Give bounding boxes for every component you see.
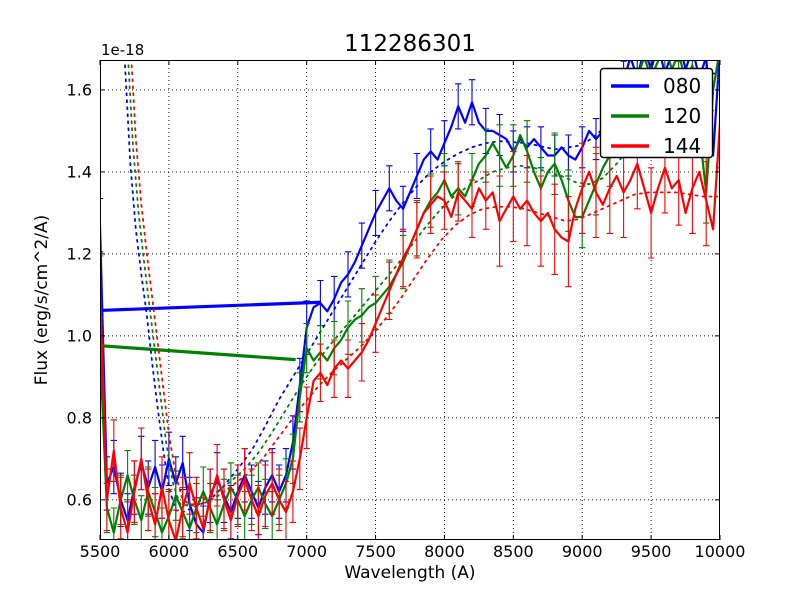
y-tick-label: 0.8	[67, 408, 92, 427]
y-tick-label: 1.0	[67, 326, 92, 345]
y-tick-label: 1.4	[67, 162, 92, 181]
x-tick-label: 7500	[355, 542, 396, 561]
series-080-dotted-line	[123, 60, 720, 514]
x-tick-label: 10000	[695, 542, 746, 561]
legend-box	[599, 67, 714, 159]
series-120-gap-line	[100, 344, 296, 362]
y-tick-label: 1.6	[67, 80, 92, 99]
x-tick-label: 6000	[149, 542, 190, 561]
x-axis-label: Wavelength (A)	[344, 563, 475, 583]
series-144-dotted-line	[130, 60, 719, 507]
tick-labels: 5500 6000 6500 7000 7500 8000 8500 9000 9500 1000…	[67, 80, 746, 561]
series-080-gap-line	[100, 300, 321, 313]
plot-title: 112286301	[344, 31, 476, 57]
y-axis-label: Flux (erg/s/cm^2/A)	[32, 215, 52, 386]
legend: 080 120 144	[599, 67, 714, 159]
x-tick-label: 9000	[562, 542, 603, 561]
x-tick-label: 6500	[217, 542, 258, 561]
x-tick-label: 8500	[493, 542, 534, 561]
series-144-line	[100, 122, 720, 540]
plot-border	[100, 60, 720, 540]
y-tick-label: 1.2	[67, 244, 92, 263]
series-120-dotted-line	[127, 60, 715, 507]
y-tick-label: 0.6	[67, 490, 92, 509]
legend-label-080: 080	[663, 74, 701, 98]
x-tick-label: 8000	[424, 542, 465, 561]
legend-label-120: 120	[663, 104, 701, 128]
x-tick-label: 7000	[286, 542, 327, 561]
x-tick-label: 5500	[80, 542, 121, 561]
x-tick-label: 9500	[631, 542, 672, 561]
y-offset-label: 1e-18	[101, 41, 144, 59]
legend-label-144: 144	[663, 134, 701, 158]
